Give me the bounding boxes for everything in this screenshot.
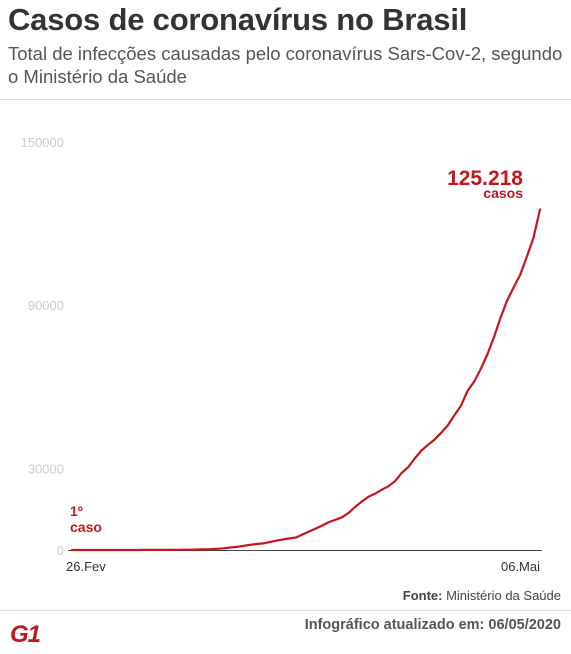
- data-label-last-unit: casos: [483, 185, 523, 201]
- update-date: 06/05/2020: [488, 617, 561, 633]
- data-label-first-unit: caso: [70, 519, 102, 535]
- source-label: Fonte:: [402, 588, 443, 603]
- y-tick-label: 30000: [28, 461, 64, 476]
- source-note: Fonte: Ministério da Saúde: [403, 588, 561, 603]
- g1-logo-text: G1: [10, 621, 41, 645]
- page-title: Casos de coronavírus no Brasil: [8, 2, 468, 37]
- data-label-first-value: 1º: [70, 503, 83, 519]
- header-divider: [0, 99, 571, 100]
- series-line-cases: [70, 208, 542, 552]
- g1-logo-icon: G1: [10, 621, 42, 645]
- footer-divider: [0, 610, 571, 611]
- page-subtitle: Total de infecções causadas pelo coronav…: [8, 43, 563, 87]
- update-label: Infográfico atualizado em:: [304, 617, 485, 633]
- x-tick-label-start: 26.Fev: [66, 559, 106, 574]
- x-tick-label-end: 06.Mai: [501, 559, 540, 574]
- y-tick-label: 150000: [21, 135, 64, 150]
- y-tick-label: 90000: [28, 298, 64, 313]
- y-tick-label: 0: [57, 543, 64, 558]
- data-label-last-value: 125.218: [447, 167, 523, 190]
- update-note: Infográfico atualizado em: 06/05/2020: [305, 617, 561, 633]
- source-value: Ministério da Saúde: [446, 588, 561, 603]
